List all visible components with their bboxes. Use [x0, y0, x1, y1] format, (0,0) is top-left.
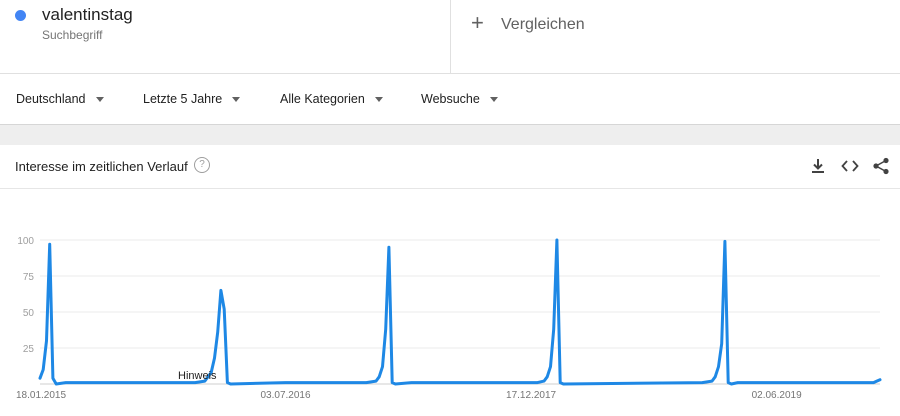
interest-over-time-chart: 25 50 75 100 18.01.2015 03.07.2016 17.12.2017… — [0, 189, 900, 411]
time-range-filter[interactable]: Letzte 5 Jahre — [143, 92, 241, 106]
search-type-filter[interactable]: Websuche — [421, 92, 498, 106]
search-term-type: Suchbegriff — [42, 28, 103, 42]
x-tick-label: 03.07.2016 — [261, 390, 311, 401]
line-chart: 25 50 75 100 18.01.2015 03.07.2016 17.12.2017… — [16, 236, 882, 401]
help-circle-icon[interactable]: ? — [194, 157, 210, 173]
card-header: Interesse im zeitlichen Verlauf ? — [0, 144, 900, 189]
x-tick-label: 18.01.2015 — [16, 390, 66, 401]
filter-bar: Deutschland Letzte 5 Jahre Alle Kategori… — [0, 74, 900, 124]
plus-icon: + — [471, 10, 484, 35]
y-tick-label: 25 — [23, 344, 35, 355]
chart-note-label[interactable]: Hinweis — [178, 370, 217, 382]
x-tick-label: 17.12.2017 — [506, 390, 556, 401]
dropdown-arrow-icon — [95, 97, 104, 103]
search-term-bar: valentinstag Suchbegriff + Vergleichen — [0, 0, 900, 73]
category-filter-label: Alle Kategorien — [280, 92, 365, 106]
embed-code-icon[interactable] — [840, 156, 860, 176]
search-term-card[interactable]: valentinstag Suchbegriff — [0, 0, 451, 73]
download-icon[interactable] — [808, 156, 828, 176]
section-separator — [0, 124, 900, 145]
x-tick-label: 02.06.2019 — [752, 390, 802, 401]
dropdown-arrow-icon — [374, 97, 383, 103]
search-type-filter-label: Websuche — [421, 92, 480, 106]
time-range-filter-label: Letzte 5 Jahre — [143, 92, 223, 106]
dropdown-arrow-icon — [489, 97, 498, 103]
y-tick-label: 50 — [23, 308, 35, 319]
compare-label: Vergleichen — [501, 16, 585, 33]
region-filter[interactable]: Deutschland — [16, 92, 104, 106]
card-title: Interesse im zeitlichen Verlauf — [15, 159, 188, 174]
category-filter[interactable]: Alle Kategorien — [280, 92, 383, 106]
share-icon[interactable] — [871, 156, 891, 176]
compare-button[interactable]: + Vergleichen — [451, 0, 900, 73]
region-filter-label: Deutschland — [16, 92, 86, 106]
series-line[interactable] — [38, 238, 882, 386]
search-term-name[interactable]: valentinstag — [42, 5, 133, 24]
y-tick-label: 75 — [23, 272, 35, 283]
divider — [0, 73, 900, 74]
term-color-dot — [15, 10, 26, 21]
y-tick-label: 100 — [17, 236, 34, 247]
dropdown-arrow-icon — [232, 97, 241, 103]
